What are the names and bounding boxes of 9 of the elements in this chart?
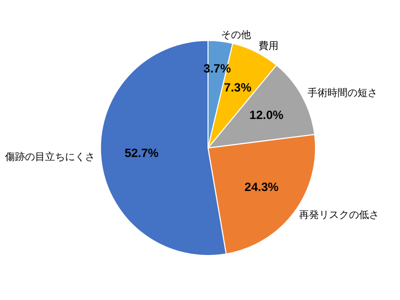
data-label: 24.3% xyxy=(244,180,279,194)
slice-label: 傷跡の目立ちにくさ xyxy=(4,151,95,164)
slice-label: 再発リスクの低さ xyxy=(299,210,380,222)
slice-label: 手術時間の短さ xyxy=(307,86,378,99)
data-label: 52.7% xyxy=(124,146,159,160)
slice-label: その他 xyxy=(221,28,252,41)
data-label: 7.3% xyxy=(224,80,252,95)
slice-label: 費用 xyxy=(258,40,279,52)
data-label: 12.0% xyxy=(249,108,284,122)
